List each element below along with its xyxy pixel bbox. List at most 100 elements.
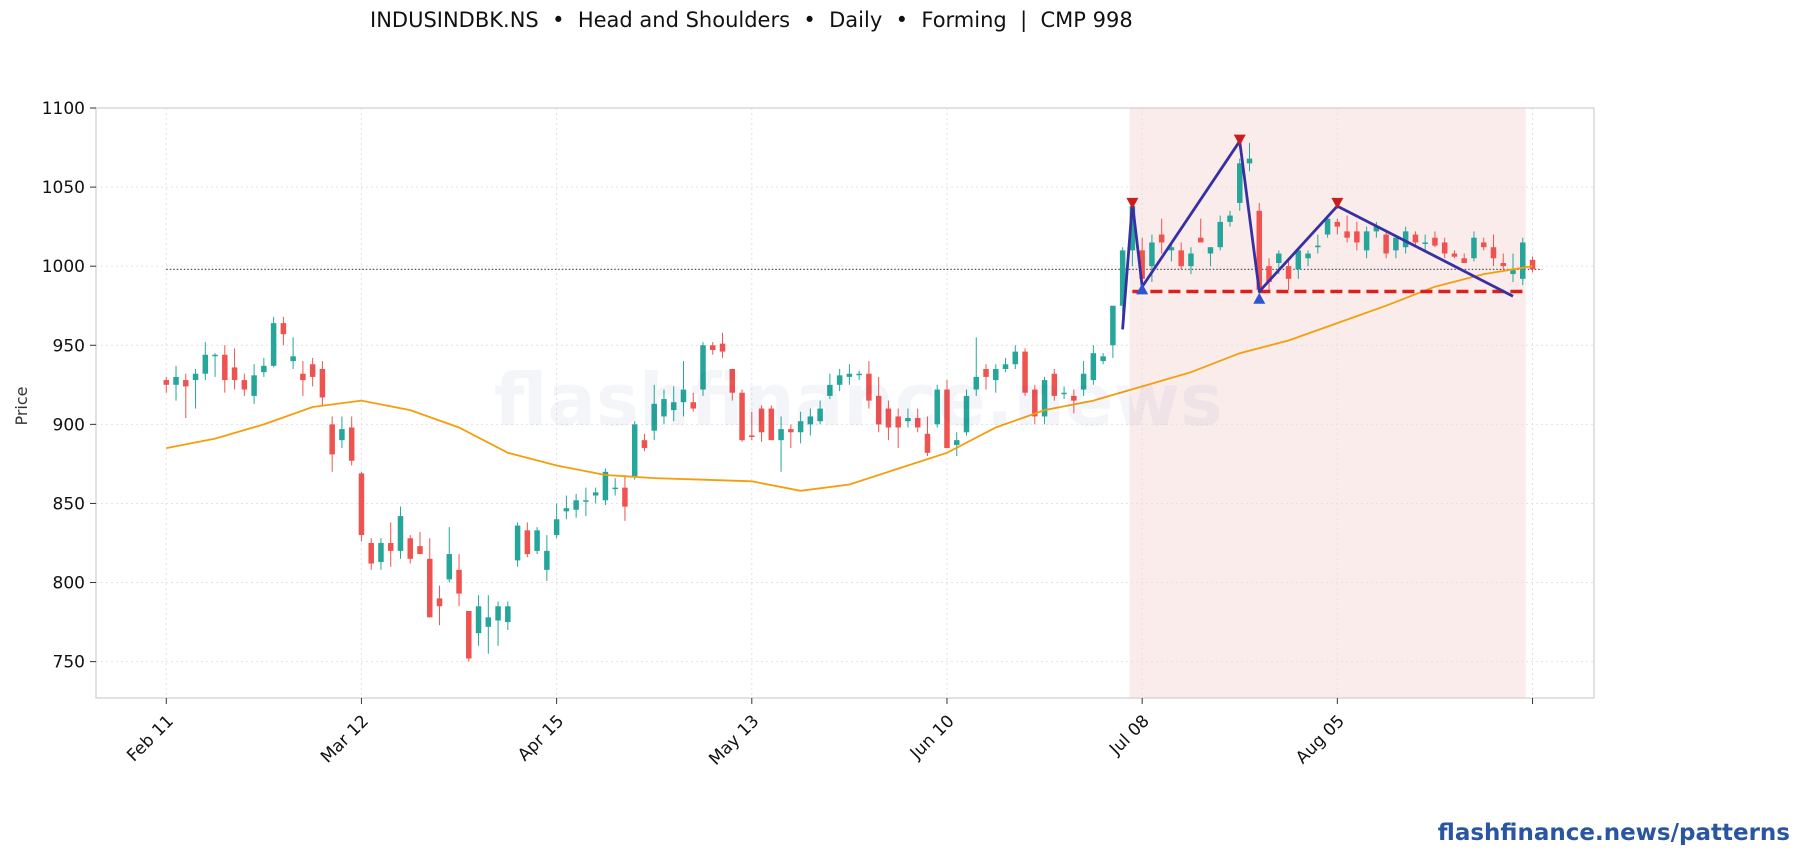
candle [1334, 218, 1341, 235]
candles [163, 142, 1536, 662]
candle [407, 535, 413, 564]
candle [963, 389, 970, 436]
candle-body [1158, 234, 1165, 243]
candle [807, 408, 814, 436]
candle-body [1178, 250, 1184, 267]
candle-body [1451, 253, 1458, 257]
candle [1412, 231, 1419, 248]
candle-body [202, 354, 209, 374]
candle [944, 380, 950, 449]
candle-body [807, 416, 814, 425]
candle [495, 601, 501, 646]
watermark: flashfinance.news [494, 358, 1223, 442]
candle-body [436, 598, 443, 607]
candle-body [817, 408, 823, 422]
candle [397, 506, 404, 559]
candle [1168, 242, 1175, 262]
candle [1051, 368, 1058, 401]
candle-body [1276, 253, 1282, 264]
candle [1246, 142, 1253, 172]
candle-body [1344, 231, 1350, 238]
candle [534, 527, 540, 555]
candle-body [192, 373, 199, 381]
y-tick-label: 1100 [42, 99, 85, 119]
candle-body [680, 389, 687, 403]
candle [924, 416, 931, 456]
candle [914, 408, 921, 433]
candle [1100, 353, 1106, 365]
candle-body [602, 471, 609, 501]
candle-body [348, 427, 355, 461]
candle [378, 538, 384, 570]
candle-body [544, 550, 550, 570]
candle [583, 487, 589, 517]
candle [983, 364, 989, 390]
candle-body [563, 508, 570, 512]
candle-body [1227, 215, 1233, 222]
candle-body [963, 395, 970, 433]
candle [1510, 253, 1516, 282]
candle [417, 531, 423, 555]
candle [387, 522, 394, 567]
candle-body [241, 380, 248, 390]
candle [836, 368, 843, 392]
y-tick-label: 750 [53, 653, 85, 673]
candle [563, 495, 570, 520]
candle-body [1315, 245, 1321, 248]
candle [1432, 231, 1438, 248]
candle [1032, 384, 1038, 425]
candle-body [1188, 253, 1194, 267]
candle [690, 392, 696, 412]
candle-body [1500, 263, 1506, 267]
candle-body [290, 356, 296, 362]
y-axis-label: Price [12, 386, 31, 425]
candle-body [827, 384, 833, 396]
candle [1236, 158, 1243, 211]
candle [1373, 221, 1380, 238]
candle-body [1373, 226, 1380, 232]
trough-marker [1136, 283, 1149, 295]
candle [622, 474, 628, 521]
candle [1383, 231, 1389, 259]
candle-body [358, 473, 365, 536]
candle-body [710, 345, 716, 351]
candle-body [641, 440, 648, 449]
candle [1344, 215, 1350, 243]
candle-body [261, 365, 267, 373]
candle-body [387, 542, 394, 551]
candle-body [836, 375, 843, 385]
x-axis: Feb 11 Mar 12 Apr 15 May 13 Jun 10 Jul 08 Aug … [123, 698, 1534, 770]
candle-body [446, 554, 453, 580]
candle-body [553, 519, 560, 536]
candle-body [651, 403, 657, 431]
candle-body [1168, 247, 1175, 251]
candle [358, 471, 365, 542]
candle-body [183, 380, 189, 387]
y-tick-label: 1050 [42, 178, 85, 198]
candle [466, 611, 472, 662]
candle-body [1266, 266, 1272, 282]
candle-body [1334, 221, 1341, 227]
candle-body [378, 542, 384, 562]
x-tick-label: Mar 12 [317, 711, 373, 767]
chart-title: INDUSINDBK.NS • Head and Shoulders • Dai… [370, 8, 1133, 32]
candle [1363, 226, 1370, 259]
candle-body [212, 354, 218, 357]
y-tick-label: 850 [53, 494, 85, 514]
candle [1002, 357, 1009, 373]
candle-body [1402, 231, 1409, 248]
candle-body [944, 389, 950, 449]
candle-body [485, 617, 492, 627]
candle-body [1285, 266, 1292, 279]
candle [1441, 237, 1448, 259]
candle [212, 353, 218, 377]
candle [797, 411, 804, 444]
footer-link[interactable]: flashfinance.news/patterns [1437, 820, 1790, 846]
candle [866, 361, 872, 409]
candle-body [661, 399, 667, 417]
candle-body [1422, 242, 1428, 244]
candle-body [1100, 356, 1106, 362]
candle [192, 368, 199, 409]
candle [446, 527, 453, 583]
